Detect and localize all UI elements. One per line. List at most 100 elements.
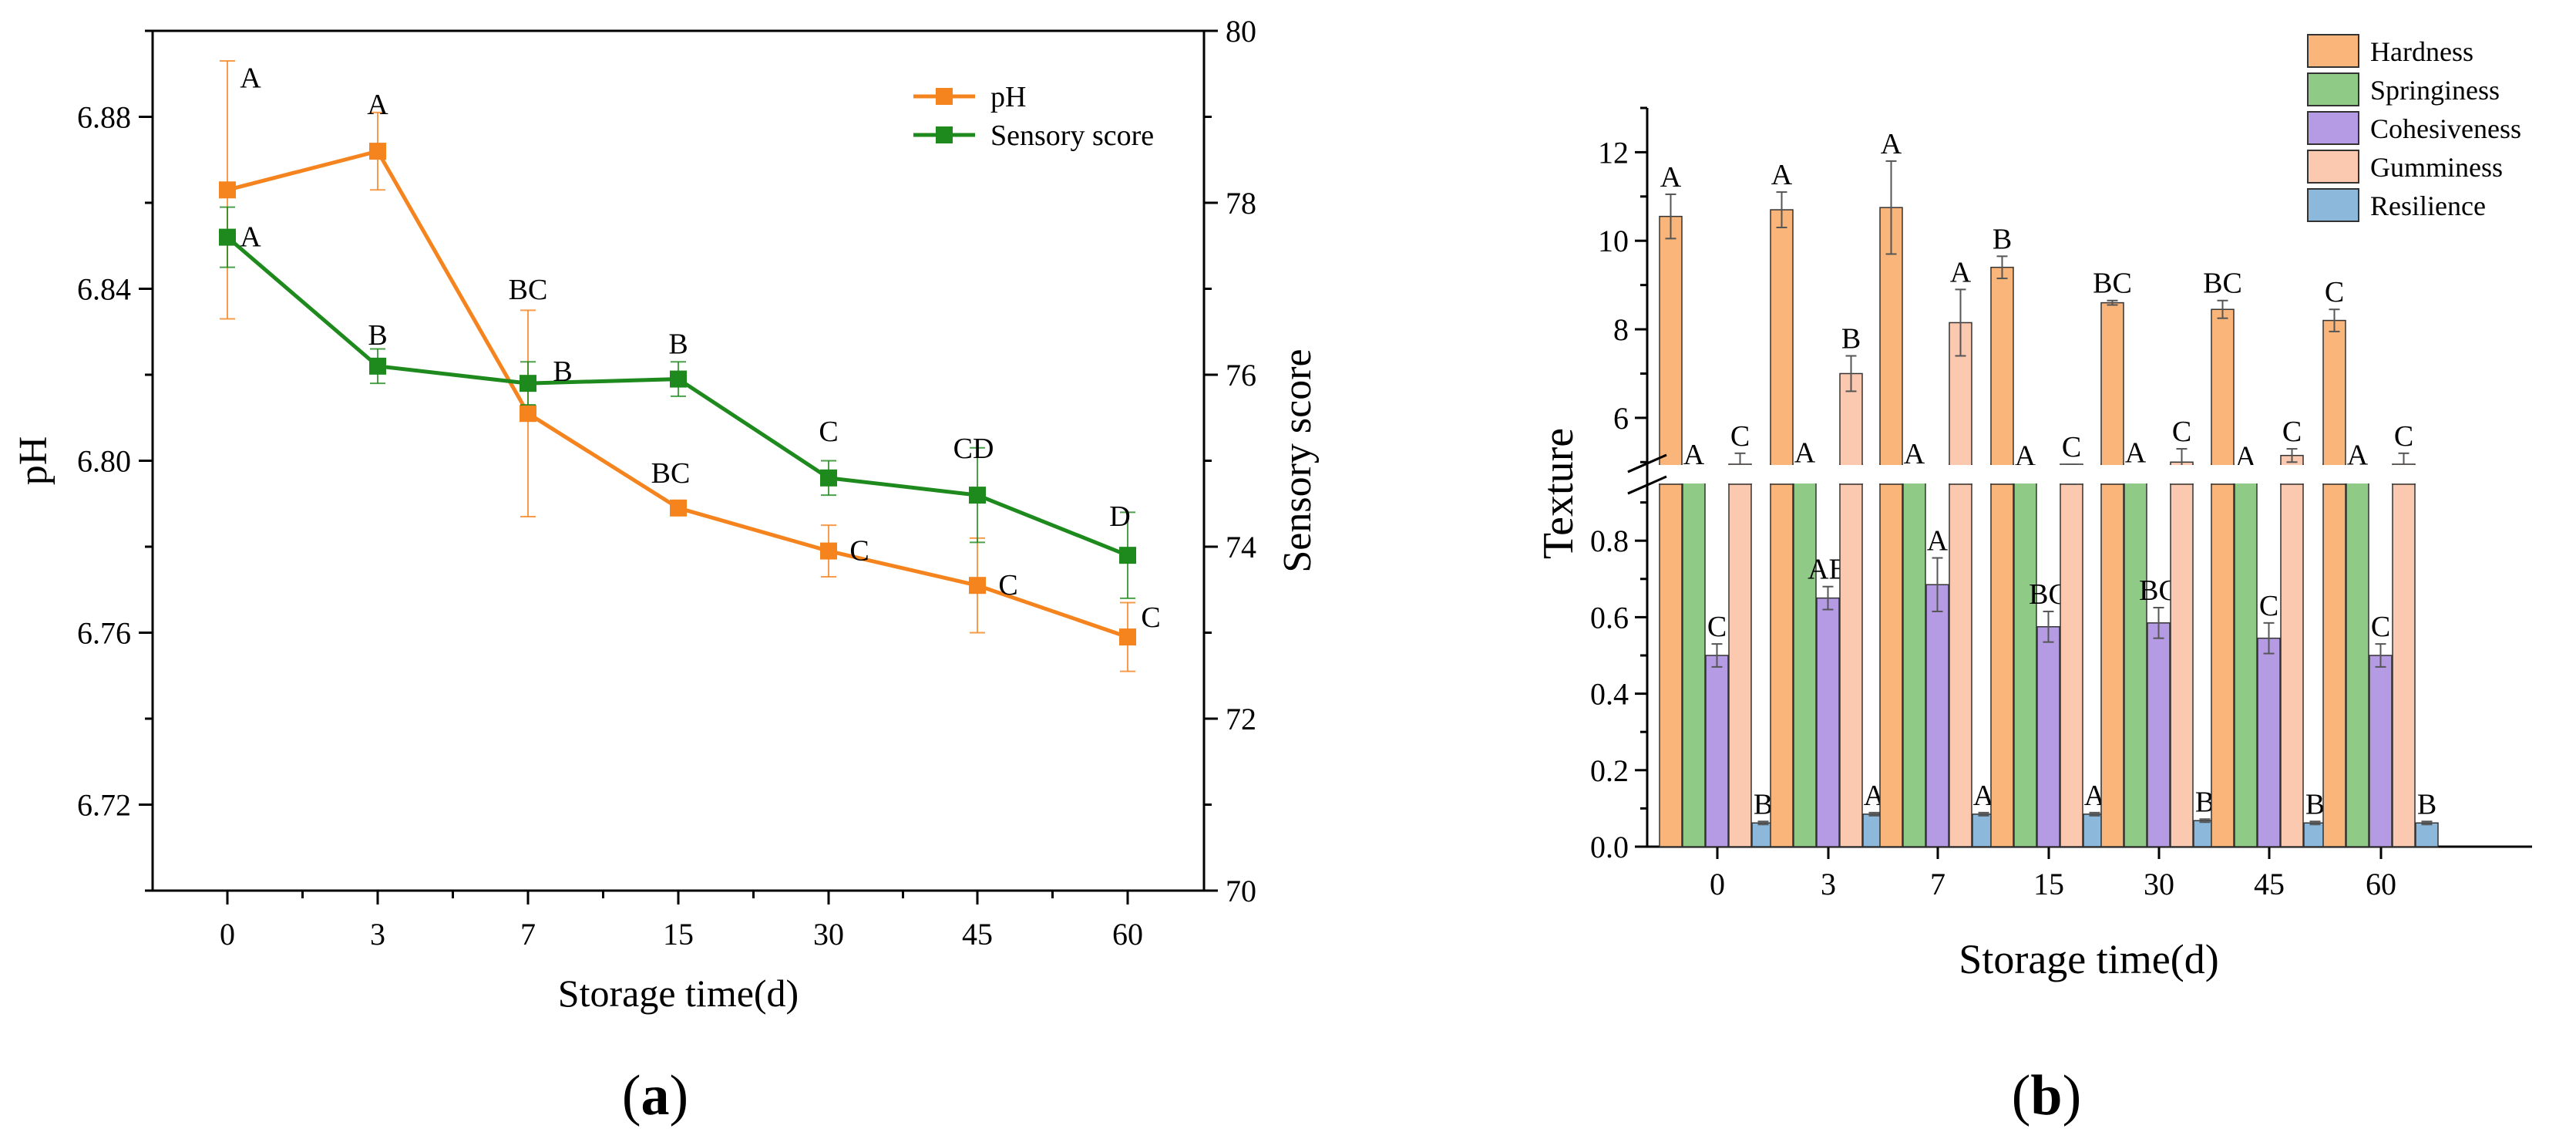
- data-point: [1119, 628, 1136, 646]
- significance-label: CD: [953, 433, 994, 465]
- panel-a-letter: a: [641, 1064, 670, 1127]
- significance-label: B: [553, 355, 572, 388]
- panel-b-chart: 0.00.20.40.60.86810120AACCB3AAABBA7AAAAA…: [1535, 34, 2534, 982]
- data-point: [969, 487, 986, 504]
- x-tick-label: 45: [2254, 867, 2285, 901]
- legend-label: pH: [990, 81, 1026, 113]
- bar: [1925, 584, 1949, 847]
- legend-label: Resilience: [2370, 190, 2486, 221]
- x-tick-label: 7: [1930, 867, 1945, 901]
- y-tick-label: 10: [1598, 224, 1629, 258]
- x-tick-label: 3: [370, 917, 385, 952]
- y2-tick-label: 76: [1226, 358, 1256, 392]
- bar: [2100, 463, 2124, 847]
- significance-label: BC: [509, 274, 548, 306]
- x-tick-label: 3: [1821, 867, 1836, 901]
- x-tick-label: 45: [962, 917, 993, 952]
- y-tick-label: 0.8: [1590, 524, 1629, 558]
- bar: [2036, 626, 2060, 847]
- significance-label: B: [1754, 788, 1773, 820]
- bar: [2322, 463, 2346, 847]
- y-axis-label: pH: [12, 436, 55, 486]
- bar: [1705, 655, 1729, 847]
- significance-label: A: [1794, 436, 1816, 469]
- legend-swatch: [2307, 34, 2359, 68]
- data-point: [820, 469, 837, 487]
- significance-label: C: [2394, 420, 2413, 453]
- axis-break-mark: [1627, 453, 1667, 473]
- significance-label: A: [240, 221, 261, 254]
- significance-label: B: [668, 328, 688, 361]
- bar: [2346, 473, 2369, 847]
- legend-label: Cohesiveness: [2370, 113, 2521, 144]
- svg-text:(b): (b): [2012, 1064, 2081, 1127]
- legend-swatch: [2307, 72, 2359, 106]
- x-tick-label: 60: [2366, 867, 2396, 901]
- bar: [2392, 463, 2416, 847]
- axis-break-gap: [1650, 465, 2534, 483]
- bar: [1816, 597, 1840, 847]
- significance-label: B: [1993, 223, 2012, 255]
- bar: [1770, 463, 1794, 847]
- y-tick-label: 6.76: [77, 616, 131, 651]
- bar: [2234, 475, 2258, 847]
- y-tick-label: 0.4: [1590, 677, 1629, 712]
- bar: [2060, 463, 2083, 847]
- significance-label: C: [2172, 416, 2191, 448]
- significance-label: A: [240, 62, 261, 94]
- significance-label: BC: [2093, 268, 2132, 300]
- data-point: [1119, 547, 1136, 564]
- bar: [1839, 463, 1863, 847]
- bar: [2322, 319, 2346, 485]
- significance-label: A: [1950, 256, 1972, 288]
- data-point: [369, 357, 386, 375]
- bar: [2369, 655, 2393, 847]
- bar: [2124, 471, 2147, 847]
- svg-text:(a): (a): [622, 1064, 688, 1127]
- y-tick-label: 6.84: [77, 272, 131, 307]
- bar: [2415, 822, 2439, 847]
- y2-tick-label: 70: [1226, 874, 1256, 908]
- significance-label: B: [1841, 323, 1861, 355]
- legend-swatch: [2307, 150, 2359, 184]
- y-tick-label: 12: [1598, 135, 1629, 170]
- data-point: [219, 228, 236, 246]
- significance-label: BC: [651, 457, 691, 490]
- bar: [1770, 209, 1794, 485]
- panel-a-caption: (a): [622, 1064, 688, 1127]
- x-tick-label: 15: [663, 917, 694, 952]
- x-axis-label: Storage time(d): [1959, 936, 2218, 982]
- data-point: [670, 499, 687, 517]
- x-tick-label: 0: [1710, 867, 1725, 901]
- data-point: [969, 577, 986, 595]
- significance-label: A: [1881, 128, 1902, 160]
- data-point: [369, 143, 386, 160]
- bar: [1682, 473, 1706, 847]
- y2-tick-label: 80: [1226, 14, 1256, 49]
- bar: [1990, 463, 2014, 847]
- y-axis-label: Texture: [1535, 428, 1582, 559]
- significance-label: B: [2417, 788, 2436, 820]
- legend-label: Gumminess: [2370, 152, 2503, 183]
- significance-label: C: [2371, 611, 2390, 643]
- bar: [2280, 463, 2304, 847]
- significance-label: C: [819, 416, 838, 448]
- legend-label: Hardness: [2370, 36, 2473, 67]
- legend-marker: [936, 126, 953, 143]
- significance-label: A: [367, 89, 388, 121]
- significance-label: C: [1141, 601, 1160, 634]
- bar: [1990, 266, 2014, 485]
- bar: [2147, 622, 2171, 847]
- bar: [2170, 463, 2194, 847]
- significance-label: A: [1660, 161, 1682, 194]
- bar: [1949, 463, 1972, 847]
- y2-axis-label: Sensory score: [1276, 349, 1320, 572]
- data-point: [219, 181, 236, 199]
- significance-label: A: [1904, 438, 1925, 470]
- x-tick-label: 0: [220, 917, 235, 952]
- data-point: [520, 405, 536, 423]
- bar: [1879, 463, 1903, 847]
- bar: [1793, 471, 1817, 847]
- significance-label: BC: [2203, 268, 2242, 300]
